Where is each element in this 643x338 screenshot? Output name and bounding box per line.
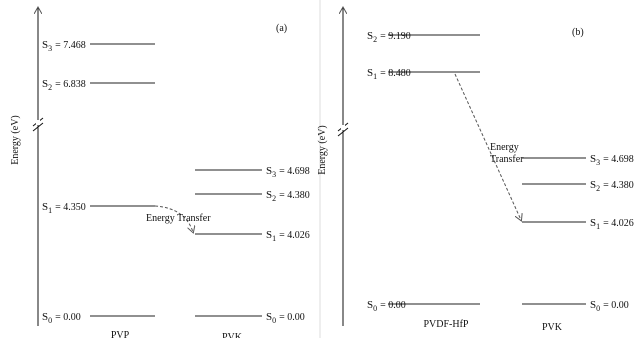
level-label: S1 = 8.480 bbox=[367, 67, 411, 81]
energy-value: = 4.380 bbox=[603, 180, 634, 191]
level-label: S1 = 4.350 bbox=[42, 201, 86, 215]
state: S bbox=[42, 201, 48, 213]
level-label: S3 = 4.698 bbox=[590, 153, 634, 167]
state: S bbox=[590, 217, 596, 229]
material-label: PVK bbox=[542, 322, 563, 333]
material-label: PVDF-HfP bbox=[423, 319, 468, 330]
energy-value: = 4.026 bbox=[279, 230, 310, 241]
energy-value: = 0.00 bbox=[380, 300, 406, 311]
transfer-word: Transfer bbox=[490, 154, 524, 165]
subscript: 0 bbox=[373, 304, 377, 313]
level-label: S2 = 9.190 bbox=[367, 30, 411, 44]
transfer-label: Energy Transfer bbox=[146, 213, 211, 224]
energy-value: = 8.480 bbox=[380, 68, 411, 79]
state: S bbox=[266, 165, 272, 177]
level-label: S2 = 6.838 bbox=[42, 78, 86, 92]
energy-value: = 4.698 bbox=[603, 154, 634, 165]
material-label: PVK bbox=[222, 332, 243, 338]
state: S bbox=[42, 78, 48, 90]
axis-break-gap bbox=[341, 125, 345, 130]
level-label: S0 = 0.00 bbox=[590, 299, 629, 313]
level-label: S0 = 0.00 bbox=[266, 311, 305, 325]
subscript: 1 bbox=[272, 234, 276, 243]
state: S bbox=[42, 39, 48, 51]
energy-value: = 0.00 bbox=[279, 312, 305, 323]
energy-value: = 0.00 bbox=[603, 300, 629, 311]
panel-tag: (b) bbox=[572, 27, 584, 38]
state: S bbox=[266, 229, 272, 241]
transfer-arrow bbox=[454, 73, 521, 220]
state: S bbox=[367, 30, 373, 42]
state: S bbox=[590, 179, 596, 191]
subscript: 0 bbox=[48, 316, 52, 325]
level-label: S2 = 4.380 bbox=[266, 189, 310, 203]
material-label: PVP bbox=[111, 330, 130, 338]
state: S bbox=[590, 153, 596, 165]
axis-label: Energy (eV) bbox=[317, 125, 328, 175]
transfer-arrow bbox=[154, 205, 193, 232]
energy-value: = 6.838 bbox=[55, 79, 86, 90]
state: S bbox=[266, 189, 272, 201]
subscript: 3 bbox=[596, 158, 600, 167]
energy-value: = 4.698 bbox=[279, 166, 310, 177]
level-label: S0 = 0.00 bbox=[367, 299, 406, 313]
energy-value: = 4.350 bbox=[55, 202, 86, 213]
subscript: 2 bbox=[373, 35, 377, 44]
subscript: 3 bbox=[272, 170, 276, 179]
subscript: 0 bbox=[272, 316, 276, 325]
state: S bbox=[42, 311, 48, 323]
state: S bbox=[266, 311, 272, 323]
energy-value: = 7.468 bbox=[55, 40, 86, 51]
level-label: S1 = 4.026 bbox=[266, 229, 310, 243]
subscript: 2 bbox=[596, 184, 600, 193]
subscript: 0 bbox=[596, 304, 600, 313]
level-label: S1 = 4.026 bbox=[590, 217, 634, 231]
subscript: 3 bbox=[48, 44, 52, 53]
panel-tag: (a) bbox=[276, 23, 287, 34]
axis-label: Energy (eV) bbox=[10, 115, 21, 165]
state: S bbox=[590, 299, 596, 311]
level-label: S3 = 7.468 bbox=[42, 39, 86, 53]
level-label: S3 = 4.698 bbox=[266, 165, 310, 179]
transfer-label: Energy Transfer bbox=[490, 142, 524, 165]
state: S bbox=[367, 299, 373, 311]
energy-value: = 0.00 bbox=[55, 312, 81, 323]
subscript: 1 bbox=[48, 206, 52, 215]
transfer-word: Energy bbox=[490, 142, 519, 153]
level-label: S2 = 4.380 bbox=[590, 179, 634, 193]
energy-value: = 4.026 bbox=[603, 218, 634, 229]
axis-break-gap bbox=[36, 120, 40, 125]
energy-value: = 4.380 bbox=[279, 190, 310, 201]
level-label: S0 = 0.00 bbox=[42, 311, 81, 325]
subscript: 1 bbox=[596, 222, 600, 231]
subscript: 1 bbox=[373, 72, 377, 81]
subscript: 2 bbox=[272, 194, 276, 203]
state: S bbox=[367, 67, 373, 79]
subscript: 2 bbox=[48, 83, 52, 92]
energy-value: = 9.190 bbox=[380, 31, 411, 42]
